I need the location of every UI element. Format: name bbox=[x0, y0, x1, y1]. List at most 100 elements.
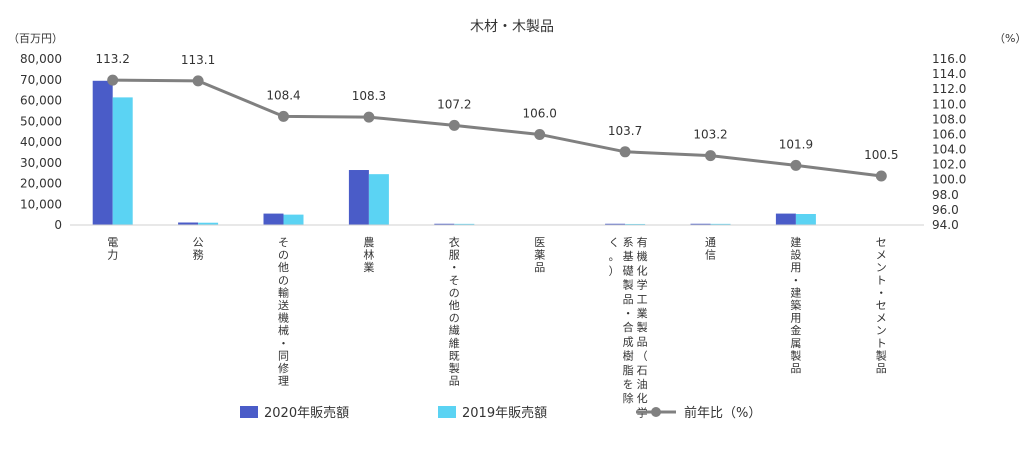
ratio-data-label: 100.5 bbox=[864, 148, 898, 162]
category-label-char: 公 bbox=[193, 236, 204, 249]
category-label-char: メ bbox=[876, 249, 887, 262]
category-label: 電力 bbox=[107, 236, 118, 262]
right-tick-label: 110.0 bbox=[932, 97, 966, 111]
category-label-char: 化 bbox=[637, 263, 648, 277]
bar-2019 bbox=[710, 223, 731, 225]
left-tick-label: 20,000 bbox=[20, 177, 62, 191]
category-label-char: 品 bbox=[534, 261, 545, 274]
category-label-char: 品 bbox=[790, 362, 801, 375]
bar-2019 bbox=[368, 174, 389, 225]
left-tick-label: 0 bbox=[54, 218, 62, 232]
category-label-char: 既 bbox=[449, 349, 460, 362]
bar-2019 bbox=[112, 97, 133, 225]
ratio-data-label: 108.3 bbox=[352, 89, 386, 103]
category-label-char: 油 bbox=[637, 377, 648, 391]
category-label-char: 礎 bbox=[623, 264, 634, 277]
category-label-char: 建 bbox=[790, 235, 801, 249]
bar-2019 bbox=[795, 214, 816, 225]
category-label-char: 樹 bbox=[623, 350, 634, 363]
category-label-char: 用 bbox=[790, 312, 801, 325]
bar-2019 bbox=[454, 223, 475, 225]
category-label-char: 品 bbox=[637, 335, 648, 348]
category-label-char: 金 bbox=[790, 323, 801, 337]
ratio-line bbox=[112, 78, 882, 178]
category-label: 医薬品 bbox=[534, 236, 545, 274]
category-label-char: 製 bbox=[637, 320, 648, 334]
category-label-char: ト bbox=[876, 274, 887, 287]
category-label-char: の bbox=[278, 249, 289, 262]
category-label-char: そ bbox=[278, 236, 289, 249]
category-label: 公務 bbox=[193, 236, 204, 262]
ratio-point bbox=[363, 111, 375, 123]
right-tick-label: 114.0 bbox=[932, 67, 966, 81]
ratio-point bbox=[192, 75, 204, 87]
category-label-char: ン bbox=[876, 261, 887, 274]
ratio-data-label: 113.1 bbox=[181, 53, 215, 67]
left-tick-label: 10,000 bbox=[20, 197, 62, 211]
category-label-char: 有 bbox=[637, 235, 648, 249]
category-label-char: 製 bbox=[790, 348, 801, 362]
category-label-char: の bbox=[278, 274, 289, 287]
category-label-char: 農 bbox=[363, 235, 374, 249]
ratio-point bbox=[705, 150, 716, 162]
bar-2020 bbox=[775, 213, 796, 225]
bar-2019 bbox=[283, 214, 304, 225]
ratio-data-label: 107.2 bbox=[437, 97, 471, 111]
category-label-char: 同 bbox=[278, 349, 289, 362]
category-label-char: 薬 bbox=[534, 249, 545, 262]
category-label-char: ・ bbox=[876, 286, 887, 299]
ratio-data-label: 113.2 bbox=[96, 52, 130, 66]
category-label-char: セ bbox=[876, 236, 887, 249]
chart-title: 木材・木製品 bbox=[470, 19, 554, 35]
category-label: 通信 bbox=[705, 236, 716, 262]
bar-2020 bbox=[263, 213, 284, 225]
category-label-char: 用 bbox=[790, 261, 801, 274]
legend-swatch-2020 bbox=[240, 406, 258, 418]
category-label-char: 脂 bbox=[623, 363, 634, 377]
category-label-char: 繊 bbox=[449, 324, 460, 337]
category-label-char: 医 bbox=[534, 236, 545, 249]
legend-label-2020: 2020年販売額 bbox=[264, 405, 349, 421]
category-label-char: 品 bbox=[876, 362, 887, 375]
legend-label-2019: 2019年販売額 bbox=[462, 405, 547, 421]
ratio-point bbox=[448, 119, 460, 131]
bar-2019 bbox=[625, 223, 646, 225]
category-label-char: 成 bbox=[623, 335, 634, 348]
category-label-char: 製 bbox=[623, 278, 634, 292]
category-label-char: 設 bbox=[790, 248, 801, 262]
category-label-char: メ bbox=[876, 312, 887, 325]
category-label-char: を bbox=[623, 378, 634, 391]
right-tick-label: 98.0 bbox=[932, 188, 959, 202]
category-label-char: ・ bbox=[449, 261, 460, 274]
category-label-char: ト bbox=[876, 337, 887, 350]
left-tick-label: 80,000 bbox=[20, 52, 62, 66]
ratio-line-series: 113.2 113.1 108.4 108.3 107.2 106.0 103.7 103.2… bbox=[96, 52, 898, 182]
category-label-char: 品 bbox=[623, 293, 634, 306]
ratio-data-label: 106.0 bbox=[523, 106, 557, 120]
legend: 2020年販売額 2019年販売額 前年比（%） bbox=[240, 405, 761, 421]
left-tick-label: 70,000 bbox=[20, 73, 62, 87]
bar-2020 bbox=[178, 222, 199, 225]
category-label-char: 業 bbox=[637, 307, 648, 320]
category-label-char: 輸 bbox=[278, 285, 289, 299]
right-tick-label: 100.0 bbox=[932, 173, 966, 187]
category-label-char: 築 bbox=[790, 298, 801, 312]
right-axis-unit: （%） bbox=[994, 32, 1024, 45]
category-label-char: 製 bbox=[876, 348, 887, 362]
ratio-data-label: 108.4 bbox=[266, 88, 300, 102]
category-label-char: 合 bbox=[623, 320, 634, 334]
left-tick-label: 40,000 bbox=[20, 135, 62, 149]
left-tick-label: 50,000 bbox=[20, 114, 62, 128]
category-label-char: ・ bbox=[623, 307, 634, 320]
category-label-char: 除 bbox=[623, 391, 634, 405]
left-tick-label: 30,000 bbox=[20, 156, 62, 170]
category-label-char: 石 bbox=[637, 364, 648, 377]
right-tick-label: 112.0 bbox=[932, 82, 966, 96]
ratio-point bbox=[107, 74, 119, 86]
category-labels: 電力公務その他の輸送機械・同修理農林業衣服・その他の繊維既製品医薬品有機化学工業… bbox=[107, 235, 887, 419]
legend-swatch-2019 bbox=[438, 406, 456, 418]
ratio-data-label: 101.9 bbox=[779, 137, 813, 151]
